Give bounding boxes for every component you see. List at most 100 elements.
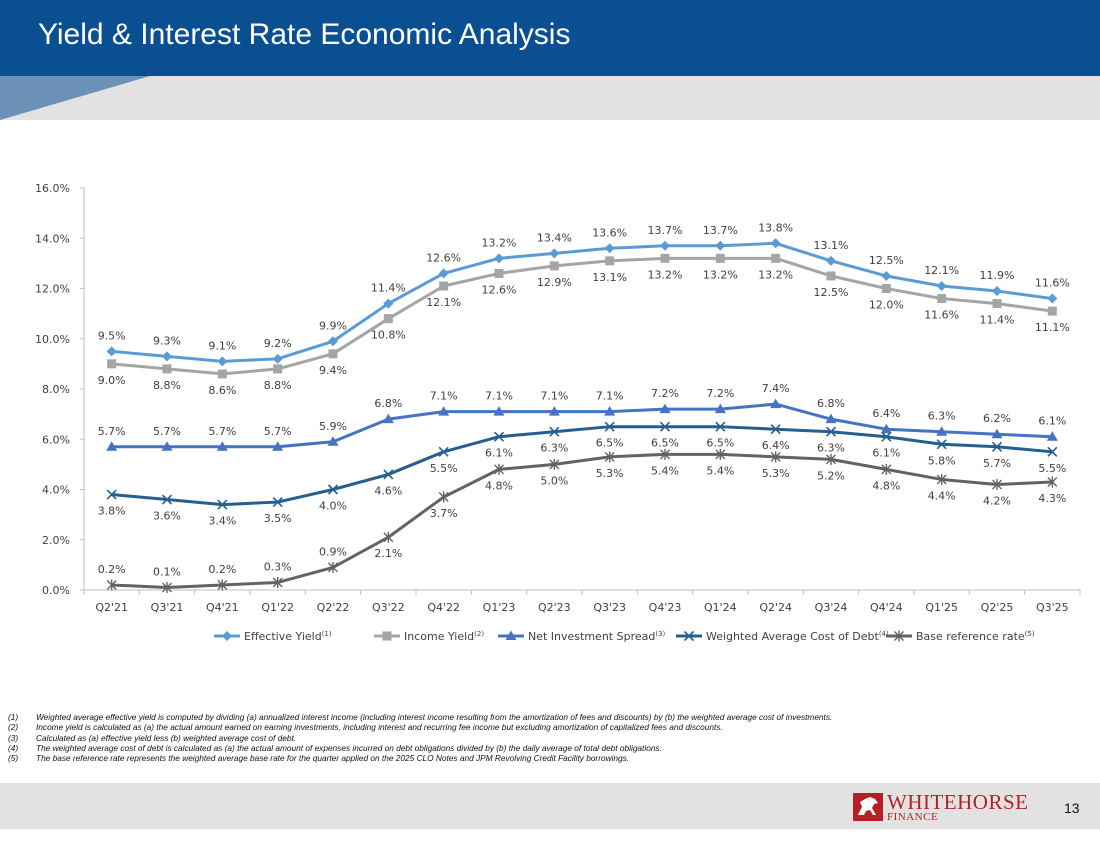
series-1-point [605, 256, 615, 266]
legend-label: Effective Yield [244, 630, 322, 643]
series-0-point [881, 270, 892, 281]
header-band [0, 76, 1100, 120]
series-0-point [438, 268, 449, 279]
series-1-point [771, 253, 781, 263]
series-0-point [162, 351, 172, 362]
y-tick-label: 12.0% [35, 283, 70, 296]
whitehorse-logo: WHITEHORSE FINANCE [853, 791, 1028, 823]
series-0-point [936, 280, 947, 291]
data-label: 9.0% [98, 374, 126, 387]
logo-main-text: WHITEHORSE [887, 789, 1029, 814]
data-label: 11.9% [980, 269, 1015, 282]
legend-superscript: (4) [879, 630, 889, 638]
footnote-text: Calculated as (a) effective yield less (… [36, 732, 297, 743]
series-1-point [715, 253, 725, 263]
header-wedge [0, 76, 150, 120]
series-1-point [1047, 306, 1057, 316]
data-label: 13.8% [758, 221, 793, 234]
data-label: 3.8% [98, 505, 126, 518]
data-label: 8.8% [264, 379, 292, 392]
x-tick-label: Q4'21 [206, 601, 239, 614]
series-line-0 [111, 241, 1053, 363]
data-label: 9.5% [98, 329, 126, 342]
data-label: 10.8% [371, 329, 406, 342]
series-3-point [604, 421, 615, 432]
data-label: 5.4% [651, 464, 679, 477]
legend-label: Base reference rate [916, 630, 1025, 643]
series-4-point [881, 463, 892, 475]
data-label: 6.5% [706, 437, 734, 450]
data-label: 11.4% [980, 314, 1015, 327]
x-tick-label: Q3'22 [372, 601, 405, 614]
series-2-point [604, 406, 616, 416]
series-1-point [937, 294, 947, 304]
y-tick-label: 14.0% [35, 232, 70, 245]
data-label: 0.9% [319, 545, 347, 558]
data-label: 0.1% [153, 565, 181, 578]
series-line-3 [111, 425, 1053, 507]
data-label: 7.4% [762, 382, 790, 395]
series-1-point [439, 281, 449, 291]
data-label: 12.0% [869, 299, 904, 312]
x-tick-label: Q4'23 [649, 601, 682, 614]
x-tick-label: Q4'24 [870, 601, 903, 614]
footnote-text: Income yield is calculated as (a) the ac… [36, 722, 723, 733]
legend-marker-3 [683, 630, 695, 642]
footnote-text: The weighted average cost of debt is cal… [36, 742, 662, 753]
series-0-point [992, 286, 1002, 297]
series-0-point [826, 255, 836, 266]
series-4-point [383, 531, 394, 543]
data-label: 5.7% [208, 425, 236, 438]
data-label: 5.5% [430, 462, 458, 475]
data-label: 0.2% [208, 563, 236, 576]
series-4-point [715, 448, 726, 460]
data-label: 13.1% [592, 271, 627, 284]
series-4-point [1047, 476, 1058, 488]
series-0-point [549, 248, 560, 259]
series-3-point [549, 426, 560, 437]
footnote-2: (2) Income yield is calculated as (a) the… [8, 722, 888, 732]
data-label: 12.6% [426, 251, 461, 264]
data-label: 6.8% [374, 397, 402, 410]
x-tick-label: Q2'21 [95, 601, 128, 614]
data-label: 7.1% [430, 390, 458, 403]
series-4-point [494, 463, 504, 475]
series-2-point [382, 413, 394, 424]
y-tick-label: 10.0% [35, 333, 70, 346]
legend-label: Weighted Average Cost of Debt [706, 630, 880, 643]
legend-entry-4: Base reference rate(5) [916, 630, 1035, 643]
series-line-4 [111, 452, 1053, 589]
data-label: 13.7% [648, 224, 683, 237]
footnote-number: (4) [8, 742, 19, 753]
data-label: 5.9% [319, 420, 347, 433]
legend-marker-2 [505, 630, 517, 640]
series-2-point [548, 406, 560, 416]
series-0-point [272, 353, 283, 364]
y-tick-label: 8.0% [42, 383, 70, 396]
series-2-point [493, 406, 505, 416]
data-label: 5.7% [153, 425, 181, 438]
data-label: 12.5% [869, 254, 904, 267]
series-3-point [659, 421, 671, 432]
data-label: 12.1% [924, 264, 959, 277]
series-line-2 [111, 402, 1053, 449]
horse-logo-icon [853, 793, 883, 821]
series-4-point [162, 581, 172, 593]
data-label: 4.4% [928, 489, 956, 502]
data-label: 13.2% [648, 268, 683, 281]
series-0-point [217, 356, 228, 367]
series-3-point [1047, 446, 1058, 457]
data-label: 5.5% [1038, 462, 1066, 475]
data-label: 9.9% [319, 319, 347, 332]
series-1-point [328, 349, 338, 359]
x-tick-label: Q2'25 [981, 601, 1014, 614]
legend-superscript: (3) [655, 630, 665, 638]
data-label: 13.2% [482, 236, 517, 249]
series-0-point [383, 298, 394, 309]
series-1-point [107, 359, 117, 369]
yield-line-chart: 0.0% 2.0% 4.0% 6.0% 8.0% 10.0% 12.0% 14.0% 16.0%… [35, 182, 1081, 643]
series-line-1 [111, 256, 1053, 376]
data-label: 13.2% [758, 268, 793, 281]
data-label: 5.7% [983, 457, 1011, 470]
logo-sub-text: FINANCE [887, 810, 939, 823]
